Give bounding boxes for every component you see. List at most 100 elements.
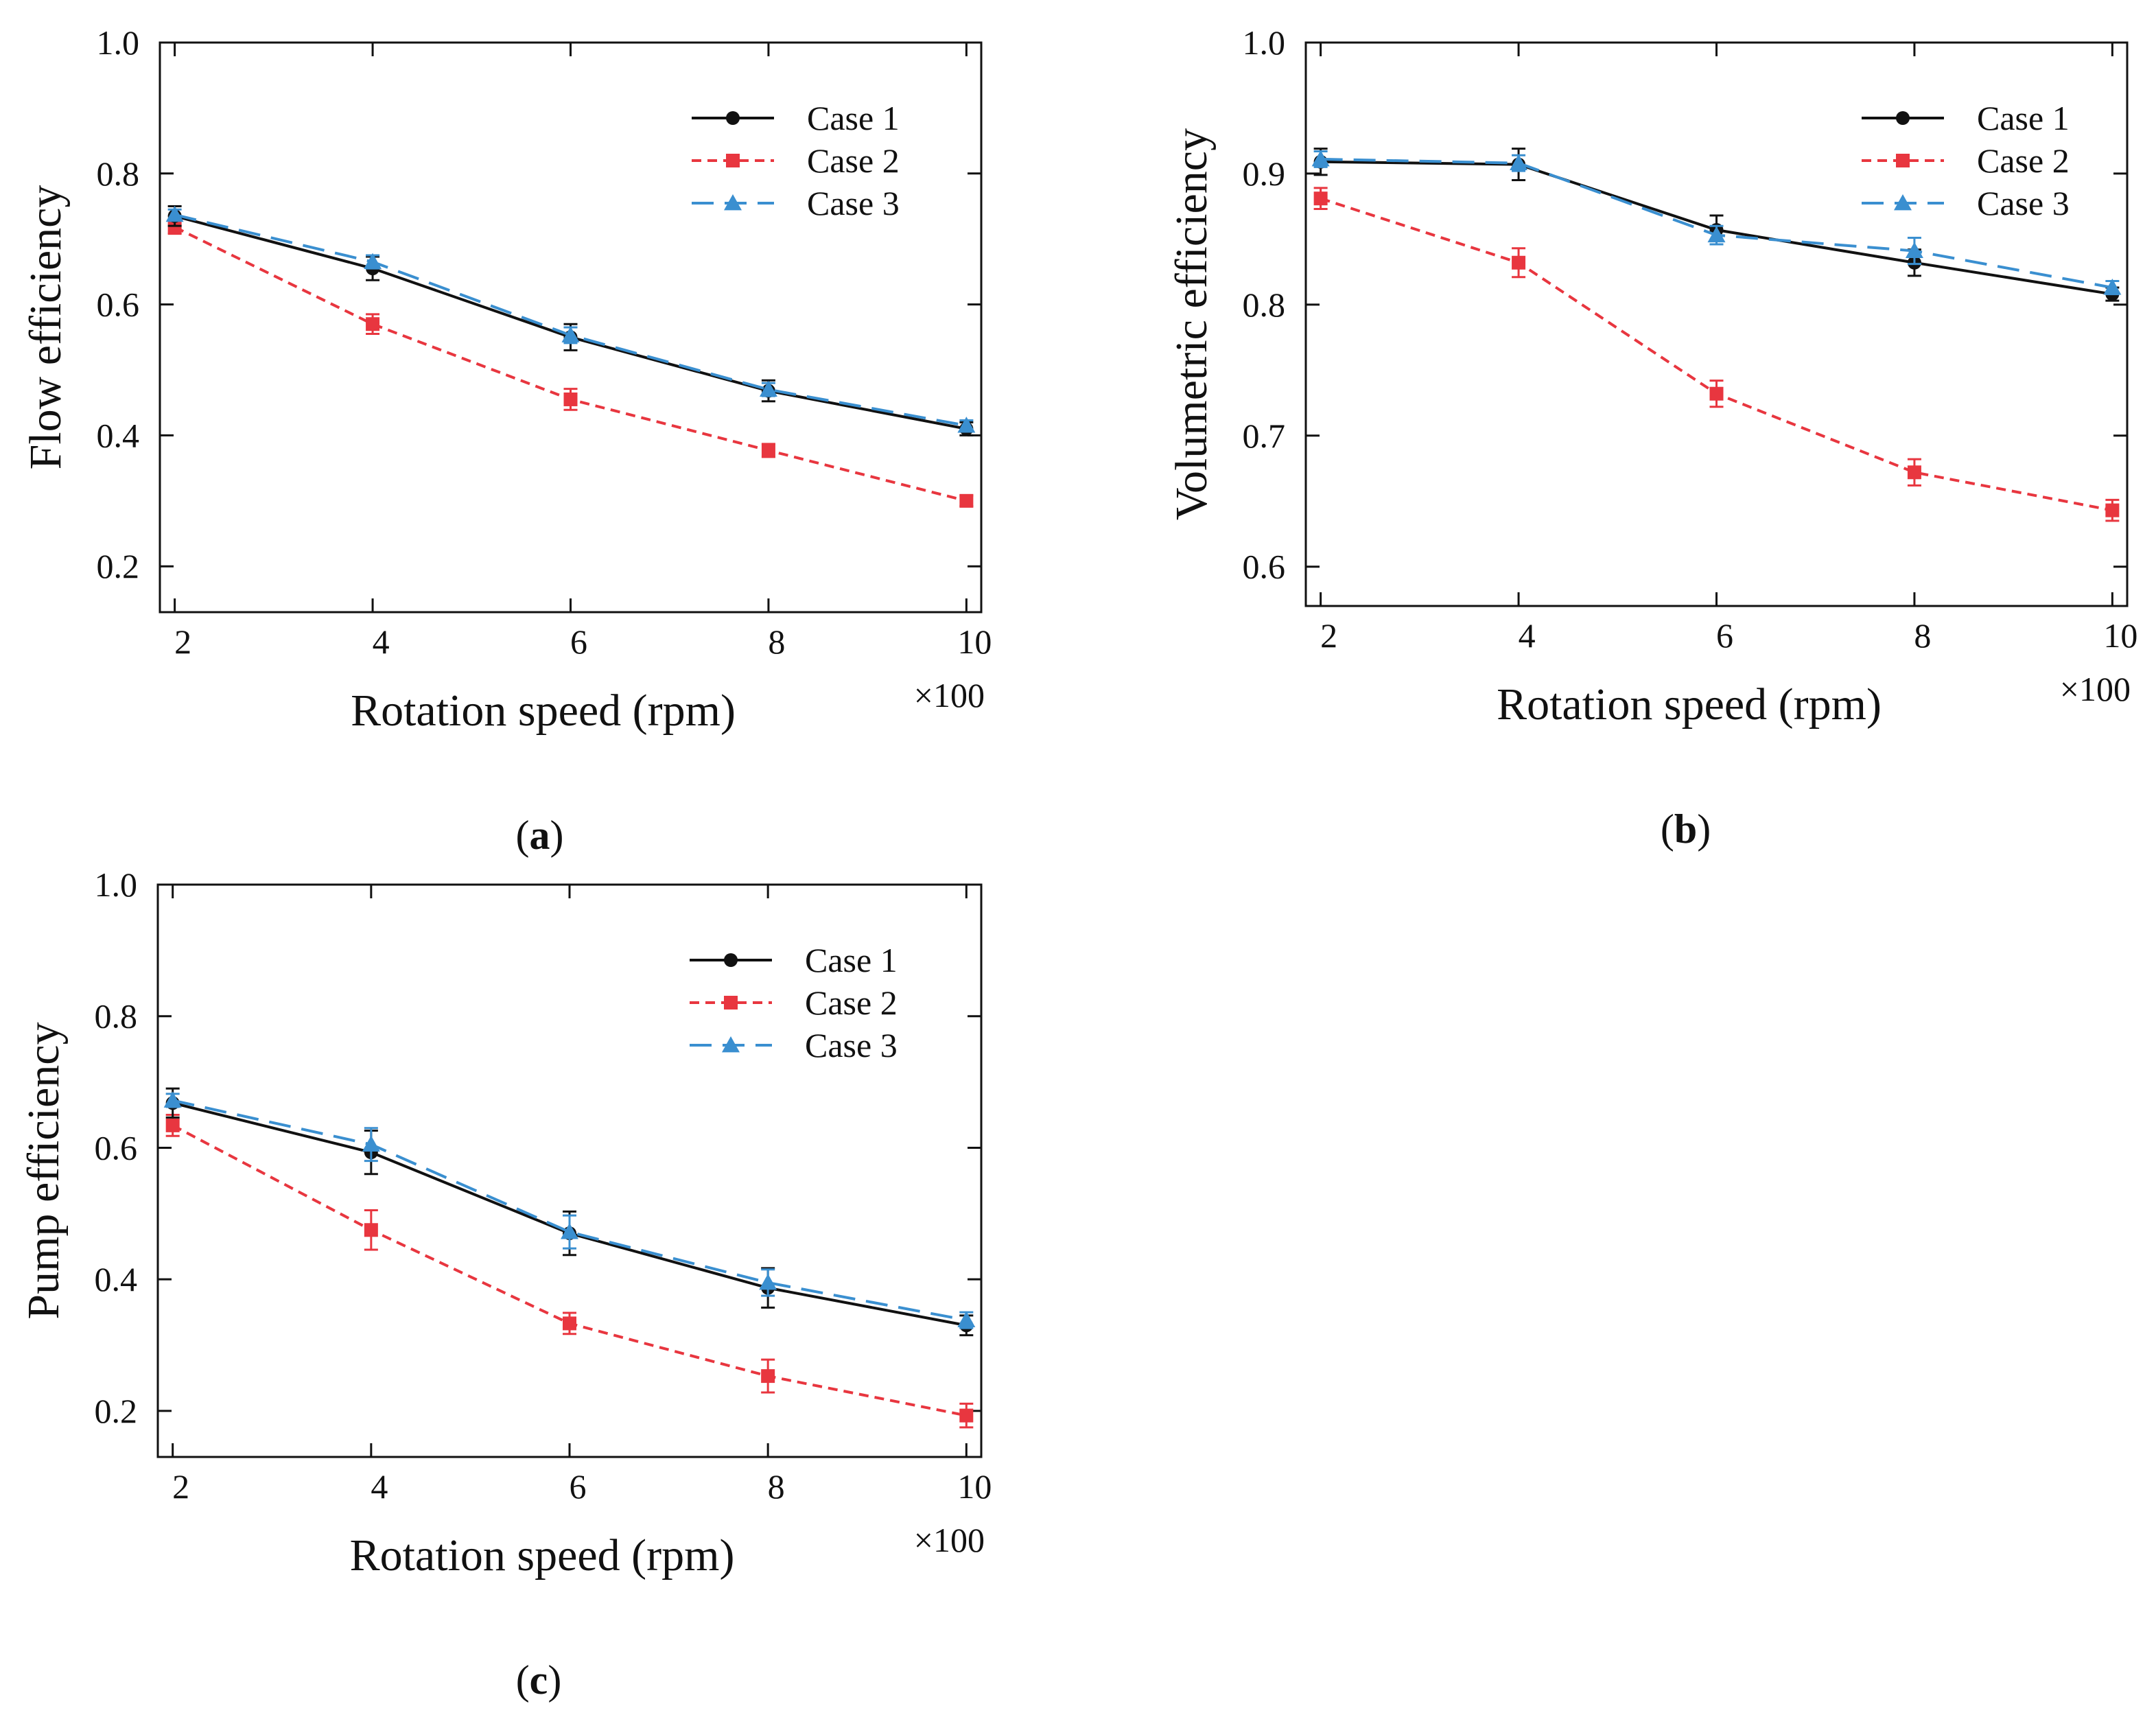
x-tick-label: 2: [174, 622, 191, 661]
data-point: [1709, 386, 1724, 401]
legend-label: Case 1: [805, 941, 898, 979]
series-case-2: [1313, 187, 2120, 522]
data-point: [561, 326, 580, 342]
data-point: [1512, 255, 1526, 270]
legend: Case 1 Case 2 Case 3: [692, 99, 900, 222]
series-line: [172, 1124, 967, 1417]
chart-panel-c: 0.2 0.4 0.6 0.8 1.0 2 4 6 8 10 ×100 Rotation speed …: [19, 865, 992, 1703]
y-axis-label: Volumetric efficiency: [1167, 128, 1217, 520]
y-tick-label: 0.2: [97, 547, 140, 585]
x-axis-multiplier: ×100: [914, 1521, 985, 1559]
legend-label: Case 3: [1977, 184, 2070, 222]
legend-label: Case 1: [807, 99, 900, 137]
y-tick-label: 0.6: [1243, 548, 1286, 586]
data-point: [761, 1369, 775, 1384]
y-tick-label: 0.6: [97, 285, 140, 324]
panel-label-letter: b: [1674, 806, 1697, 852]
x-tick-label: 10: [957, 622, 992, 661]
legend-marker: [726, 111, 740, 125]
data-point: [1313, 191, 1328, 206]
x-tick-label: 6: [1716, 616, 1733, 655]
x-axis-multiplier: ×100: [2060, 670, 2131, 708]
data-point: [364, 253, 382, 269]
legend-marker: [724, 953, 738, 967]
x-tick-label: 10: [957, 1467, 992, 1506]
x-axis-label: Rotation speed (rpm): [1497, 679, 1882, 730]
data-point: [957, 1311, 976, 1328]
data-point: [163, 1091, 182, 1108]
panel-label: (c): [516, 1657, 562, 1703]
x-tick-label: 4: [373, 622, 390, 661]
y-tick-label: 0.4: [95, 1260, 138, 1298]
series-case-3: [1311, 150, 2122, 296]
legend-label: Case 3: [805, 1026, 898, 1064]
data-point: [165, 205, 184, 222]
x-tick-label: 8: [768, 622, 785, 661]
series-line: [174, 226, 967, 502]
data-point: [759, 1273, 777, 1290]
y-tick-label: 0.4: [97, 416, 140, 454]
legend-label: Case 3: [807, 184, 900, 222]
x-tick-label: 2: [1320, 616, 1337, 655]
data-point: [563, 392, 578, 406]
x-axis-label: Rotation speed (rpm): [351, 686, 736, 736]
data-point: [959, 493, 974, 508]
y-tick-label: 1.0: [97, 23, 140, 62]
panel-label-letter: a: [530, 813, 550, 858]
x-tick-label: 8: [768, 1467, 785, 1506]
legend-label: Case 2: [805, 983, 898, 1022]
data-point: [165, 1118, 180, 1132]
legend-marker: [1896, 111, 1910, 125]
y-tick-label: 0.2: [95, 1392, 138, 1430]
x-axis-label: Rotation speed (rpm): [350, 1530, 735, 1580]
y-axis-label: Pump efficiency: [19, 1022, 69, 1319]
data-point: [959, 1408, 974, 1423]
y-tick-label: 0.9: [1243, 154, 1286, 193]
x-tick-label: 10: [2103, 616, 2137, 655]
data-point: [1907, 465, 1921, 480]
series-case-2: [165, 1114, 974, 1429]
x-tick-label: 8: [1914, 616, 1931, 655]
series-case-2: [167, 219, 974, 508]
chart-panel-b: 0.6 0.7 0.8 0.9 1.0 2 4 6 8 10 ×100 Rotation speed …: [1167, 23, 2137, 852]
y-tick-label: 0.8: [1243, 285, 1286, 324]
legend-label: Case 1: [1977, 99, 2070, 137]
legend-marker: [1894, 194, 1912, 211]
panel-label: (a): [516, 813, 564, 858]
data-point: [761, 443, 775, 458]
legend-marker: [724, 996, 738, 1010]
y-axis-label: Flow efficiency: [21, 185, 71, 470]
x-tick-label: 4: [371, 1467, 388, 1506]
series-line: [172, 1099, 967, 1322]
y-tick-label: 0.6: [95, 1128, 138, 1167]
data-point: [957, 417, 976, 433]
data-point: [1311, 150, 1330, 167]
legend-label: Case 2: [807, 141, 900, 180]
data-point: [1905, 242, 1923, 258]
x-tick-label: 2: [172, 1467, 189, 1506]
legend-marker: [1896, 154, 1910, 167]
x-tick-label: 6: [570, 1467, 587, 1506]
legend: Case 1 Case 2 Case 3: [690, 941, 898, 1064]
chart-panel-a: 0.2 0.4 0.6 0.8 1.0 2 4 6 8 10 ×100 Rotation speed …: [21, 23, 992, 858]
data-point: [2103, 279, 2122, 295]
y-tick-label: 0.8: [97, 154, 140, 193]
legend-label: Case 2: [1977, 141, 2070, 180]
panel-label-letter: c: [530, 1657, 548, 1703]
legend-marker: [726, 154, 740, 167]
x-tick-label: 6: [570, 622, 587, 661]
data-point: [759, 380, 777, 397]
data-point: [1707, 226, 1726, 243]
y-tick-label: 0.7: [1243, 417, 1286, 455]
x-tick-label: 4: [1519, 616, 1536, 655]
legend-marker: [722, 1036, 740, 1053]
data-point: [1510, 154, 1528, 171]
legend: Case 1 Case 2 Case 3: [1862, 99, 2070, 222]
legend-marker: [724, 194, 742, 211]
data-point: [2105, 503, 2120, 517]
y-tick-label: 1.0: [95, 865, 138, 904]
x-axis-multiplier: ×100: [914, 676, 985, 714]
y-tick-label: 1.0: [1243, 23, 1286, 62]
data-point: [563, 1316, 576, 1331]
